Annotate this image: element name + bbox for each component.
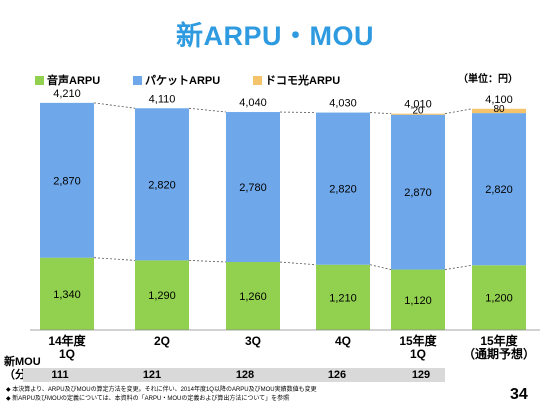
x-tick-label: 2Q [154,334,170,348]
legend-hikari: ドコモ光ARPU [253,72,340,88]
voice-connector-line [279,261,317,266]
total-value-label: 4,040 [239,97,267,109]
page-number: 34 [510,386,528,403]
bar-packet [391,114,445,270]
bar-voice [135,260,189,330]
note-1: ◆ 本決算より、ARPU及びMOUの算定方法を変更。それに伴い、2014年度1Q… [6,387,317,393]
x-tick-label: 1Q [59,347,75,361]
total-connector-line [93,102,136,109]
legend-packet: パケットARPU [133,72,220,88]
legend-voice-label: 音声ARPU [47,75,101,87]
x-tick-label: 3Q [245,334,261,348]
bar-packet [226,112,280,263]
packet-value-label: 2,820 [329,184,357,196]
x-tick-label: 15年度 [480,333,518,348]
packet-value-label: 2,820 [148,179,176,191]
legend-packet-swatch [133,75,142,85]
voice-connector-line [444,264,473,270]
x-tick-label: 4Q [335,334,351,348]
legend-hikari-swatch [253,75,262,85]
legend-packet-label: パケットARPU [145,75,221,87]
bar-hikari [391,113,445,115]
hikari-value-label: 80 [493,104,505,115]
bar-hikari [472,108,526,114]
mou-label: 新MOU [4,356,41,368]
bar-packet [135,108,189,261]
bar-voice [316,264,370,330]
legend-hikari-label: ドコモ光ARPU [265,75,341,87]
bar-packet [40,102,94,258]
total-connector-line [279,111,317,113]
bar-packet [472,113,526,266]
note-2: ◆ 新ARPU及びMOUの定義については、本資料の「ARPU・MOUの定義および… [6,396,290,402]
bar-voice [40,257,94,330]
voice-value-label: 1,290 [148,290,176,302]
total-value-label: 4,100 [485,94,513,106]
voice-value-label: 1,120 [404,295,432,307]
voice-value-label: 1,260 [239,291,267,303]
voice-connector-line [369,264,392,270]
packet-value-label: 2,820 [485,184,513,196]
legend-voice-swatch [35,75,44,85]
bar-voice [226,262,280,330]
total-value-label: 4,110 [149,93,176,105]
voice-connector-line [188,260,227,263]
mou-value: 126 [327,369,347,381]
x-tick-label: 1Q [410,347,426,361]
voice-value-label: 1,200 [485,293,513,305]
x-tick-label: 15年度 [399,333,437,348]
voice-value-label: 1,340 [53,289,81,301]
total-value-label: 4,210 [53,88,81,100]
legend-voice: 音声ARPU [35,72,100,88]
packet-value-label: 2,870 [404,187,432,199]
mou-value: 111 [51,369,69,381]
voice-value-label: 1,210 [329,292,357,304]
mou-row [23,368,445,382]
page-title: 新ARPU・MOU [176,21,374,51]
mou-value: 121 [142,369,162,381]
packet-value-label: 2,780 [239,182,267,194]
total-value-label: 4,030 [329,98,357,110]
total-connector-line [369,112,392,115]
packet-value-label: 2,870 [53,175,81,187]
bar-voice [391,269,445,330]
bar-voice [472,265,526,330]
total-value-label: 4,010 [404,99,432,111]
total-connector-line [444,108,473,115]
hikari-value-label: 20 [412,106,424,117]
bar-packet [316,112,370,265]
mou-value: 129 [411,369,431,381]
x-tick-label: 14年度 [48,333,86,348]
voice-connector-line [93,257,136,261]
mou-value: 128 [235,369,255,381]
total-connector-line [188,107,227,113]
x-tick-label: （通期予想） [463,346,535,361]
unit-label: （単位：円） [458,74,518,85]
